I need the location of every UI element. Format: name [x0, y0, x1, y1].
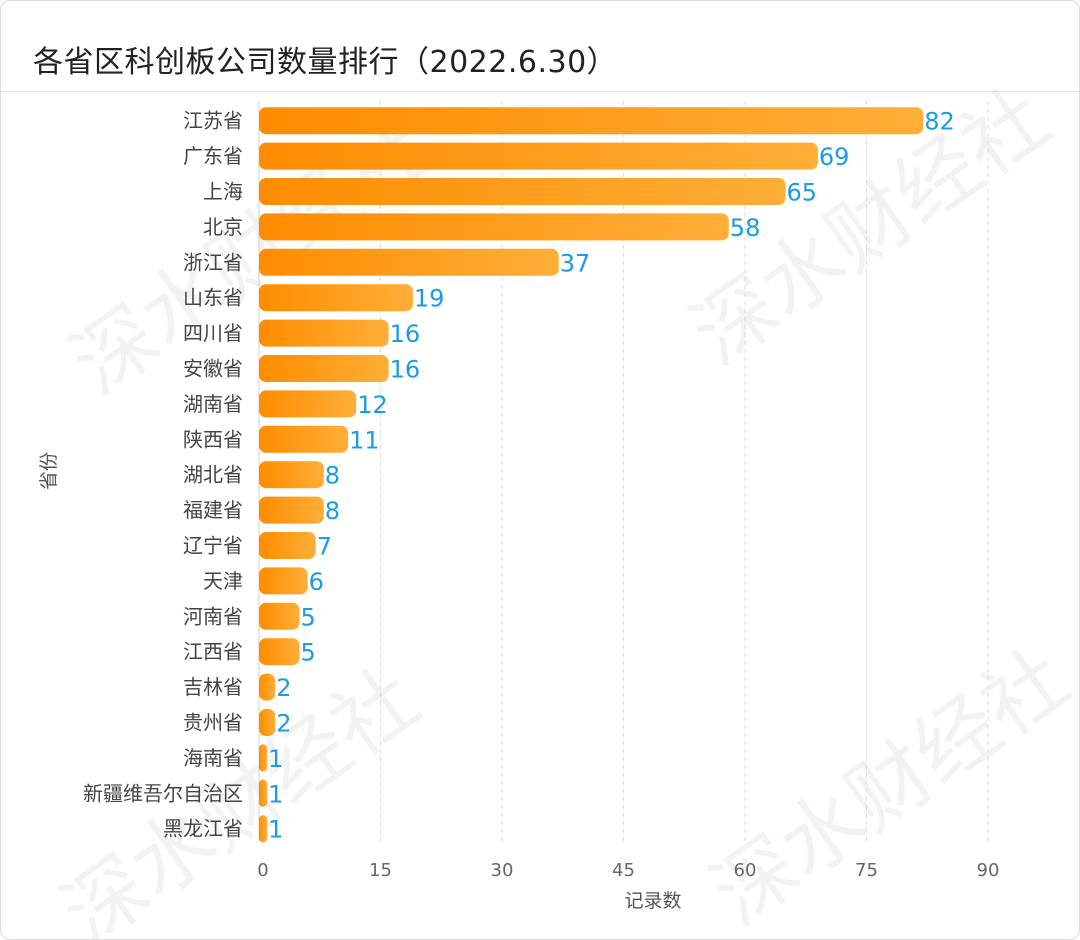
bar — [259, 779, 268, 807]
value-label: 8 — [325, 462, 340, 490]
bar — [259, 248, 559, 276]
value-label: 58 — [730, 214, 761, 242]
category-label: 福建省 — [183, 498, 243, 522]
x-axis-title: 记录数 — [624, 890, 681, 912]
bar — [259, 107, 924, 135]
x-tick-label: 75 — [855, 860, 878, 881]
value-label: 16 — [390, 320, 421, 348]
x-tick-label: 60 — [734, 860, 757, 881]
value-label: 2 — [276, 710, 291, 738]
bar — [259, 532, 316, 559]
x-tick-label: 45 — [612, 860, 635, 881]
value-label: 19 — [414, 285, 445, 313]
bar — [259, 815, 268, 843]
category-label: 陕西省 — [183, 427, 243, 451]
value-label: 65 — [787, 179, 818, 207]
category-label: 江苏省 — [183, 109, 243, 133]
category-label: 黑龙江省 — [163, 817, 243, 841]
category-label: 湖北省 — [183, 463, 243, 487]
value-label: 1 — [268, 816, 283, 844]
value-label: 6 — [309, 568, 324, 596]
value-label: 82 — [924, 108, 955, 136]
value-label: 1 — [268, 745, 283, 773]
value-label: 69 — [819, 143, 850, 171]
value-label: 37 — [560, 249, 591, 277]
title-divider — [1, 91, 1079, 92]
category-label: 新疆维吾尔自治区 — [83, 781, 243, 805]
chart-title: 各省区科创板公司数量排行（2022.6.30） — [33, 45, 618, 80]
value-label: 7 — [317, 533, 332, 561]
category-label: 广东省 — [183, 144, 243, 168]
category-label: 辽宁省 — [183, 534, 243, 558]
category-label: 浙江省 — [183, 250, 243, 274]
bar — [259, 709, 276, 736]
category-label: 上海 — [203, 180, 243, 204]
value-label: 11 — [349, 426, 380, 454]
bar — [259, 638, 300, 666]
value-label: 5 — [301, 603, 316, 631]
bar — [259, 744, 268, 772]
category-label: 江西省 — [183, 640, 243, 664]
bars — [259, 107, 924, 843]
y-axis-title: 省份 — [38, 452, 60, 490]
bar — [259, 496, 324, 524]
category-label: 四川省 — [183, 321, 243, 345]
category-label: 安徽省 — [183, 357, 243, 381]
category-label: 吉林省 — [183, 675, 243, 699]
value-label: 5 — [301, 639, 316, 667]
value-label: 1 — [268, 780, 283, 808]
bar — [259, 213, 729, 241]
x-tick-label: 15 — [369, 860, 392, 881]
bar — [259, 461, 324, 489]
category-label: 湖南省 — [183, 392, 243, 416]
bar — [259, 319, 389, 347]
category-label: 北京 — [203, 215, 243, 239]
bar — [259, 425, 349, 453]
category-label: 河南省 — [183, 604, 243, 628]
bar — [259, 284, 413, 312]
x-tick-label: 0 — [257, 860, 268, 881]
bar — [259, 567, 308, 595]
value-label: 16 — [390, 356, 421, 384]
bar — [259, 355, 389, 382]
category-label: 贵州省 — [183, 711, 243, 735]
bar — [259, 673, 276, 701]
bar — [259, 142, 818, 170]
bar — [259, 602, 300, 630]
value-label: 2 — [276, 674, 291, 702]
x-tick-label: 30 — [491, 860, 514, 881]
category-label: 山东省 — [183, 286, 243, 310]
value-label: 12 — [357, 391, 388, 419]
x-tick-label: 90 — [977, 860, 1000, 881]
bar — [259, 390, 357, 418]
value-label: 8 — [325, 497, 340, 525]
category-label: 天津 — [203, 569, 243, 593]
category-label: 海南省 — [183, 746, 243, 770]
bar — [259, 178, 786, 205]
